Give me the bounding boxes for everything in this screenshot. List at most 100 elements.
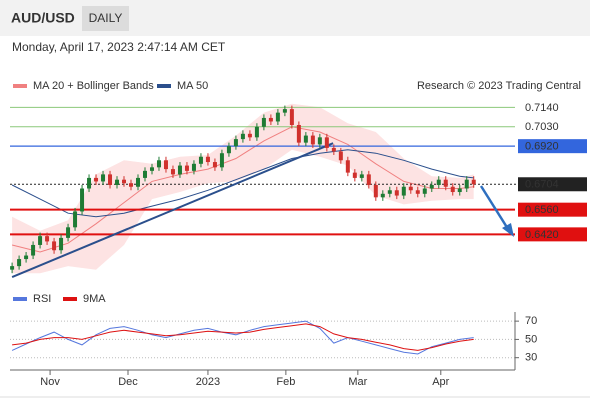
candle-body <box>219 153 224 168</box>
level-label: 0.7030 <box>525 121 559 133</box>
candle-body <box>324 137 329 148</box>
candle-body <box>422 188 427 194</box>
candle-body <box>394 190 399 196</box>
candle-body <box>345 160 350 173</box>
timestamp: Monday, April 17, 2023 2:47:14 AM CET <box>12 40 226 54</box>
legend-swatch <box>63 297 77 301</box>
candle-body <box>17 259 22 267</box>
candle-body <box>471 179 476 185</box>
legend-swatch <box>13 297 27 301</box>
candle-body <box>177 165 182 175</box>
trendline <box>11 142 334 279</box>
candle-body <box>331 147 336 152</box>
candle-body <box>240 133 245 140</box>
rsi-line <box>12 323 474 351</box>
legend-label: RSI <box>33 293 51 305</box>
candle-body <box>282 109 287 113</box>
level-label: 0.6920 <box>525 141 559 153</box>
candle-body <box>38 236 43 245</box>
x-tick-label: Apr <box>432 376 449 388</box>
candle-body <box>303 135 308 143</box>
x-tick-label: Dec <box>118 376 138 388</box>
candle-body <box>94 177 99 182</box>
candle-body <box>142 170 147 178</box>
credit: Research © 2023 Trading Central <box>417 80 581 92</box>
legend-label: 9MA <box>83 293 106 305</box>
level-label-box <box>518 139 587 154</box>
candle-body <box>436 179 441 185</box>
candle-body <box>464 179 469 189</box>
candle-body <box>310 135 315 145</box>
rsi-tick-label: 70 <box>525 315 537 327</box>
level-label-box <box>518 227 587 242</box>
candles-layer <box>10 105 476 274</box>
level-label-box <box>518 177 587 192</box>
rsi-tick-label: 50 <box>525 333 537 345</box>
timeframe-badge <box>82 6 129 31</box>
candle-body <box>31 244 36 256</box>
legend-swatch <box>157 84 171 88</box>
x-tick-label: Nov <box>40 376 60 388</box>
legend-label: MA 20 + Bollinger Bands <box>33 80 154 92</box>
top-layer: MA 20 + Bollinger Bands MA 50 0.7140 0.7030… <box>10 80 587 388</box>
candle-body <box>275 112 280 122</box>
candle-body <box>101 174 106 182</box>
level-label: 0.6560 <box>525 204 559 216</box>
candle-body <box>408 186 413 191</box>
chart-title: AUD/USD <box>11 10 75 26</box>
candle-body <box>338 151 343 161</box>
level-label: 0.6420 <box>525 229 559 241</box>
candle-body <box>66 227 71 238</box>
candle-body <box>59 237 64 251</box>
candle-body <box>380 193 385 198</box>
candle-body <box>401 186 406 196</box>
candle-body <box>170 169 175 175</box>
candle-body <box>261 117 266 127</box>
candle-body <box>352 172 357 178</box>
timeframe: DAILY <box>89 11 123 25</box>
candle-body <box>226 146 231 154</box>
candle-body <box>115 179 120 185</box>
candle-body <box>108 174 113 185</box>
candle-body <box>45 236 50 242</box>
candle-body <box>198 156 203 164</box>
level-label: 0.7140 <box>525 102 559 114</box>
candle-body <box>149 167 154 171</box>
candle-body <box>254 126 259 138</box>
candle-body <box>429 184 434 189</box>
rsi-tick-label: 30 <box>525 352 537 364</box>
candle-body <box>10 266 15 270</box>
candle-body <box>247 133 252 138</box>
candle-body <box>163 160 168 170</box>
candle-body <box>52 241 57 251</box>
candle-body <box>191 163 196 171</box>
candle-body <box>373 184 378 198</box>
candle-body <box>80 188 85 212</box>
candle-body <box>73 211 78 228</box>
candle-body <box>184 165 189 171</box>
forecast-arrowhead <box>502 223 514 237</box>
candle-body <box>359 174 364 178</box>
candle-body <box>366 174 371 185</box>
moving-average <box>11 126 474 253</box>
candle-body <box>296 124 301 143</box>
candle-body <box>443 179 448 187</box>
candle-body <box>122 179 127 184</box>
candle-body <box>212 162 217 168</box>
x-tick-label: Feb <box>276 376 295 388</box>
candle-body <box>450 186 455 193</box>
candle-body <box>457 188 462 193</box>
candle-body <box>87 177 92 189</box>
candle-body <box>205 156 210 163</box>
x-tick-label: 2023 <box>196 376 220 388</box>
candle-body <box>415 190 420 194</box>
candle-body <box>233 139 238 147</box>
moving-average <box>11 149 474 218</box>
candle-body <box>156 160 161 168</box>
candle-body <box>135 177 140 187</box>
candle-body <box>289 109 294 125</box>
candle-body <box>387 190 392 194</box>
level-label-box <box>518 202 587 217</box>
candle-body <box>317 137 322 145</box>
